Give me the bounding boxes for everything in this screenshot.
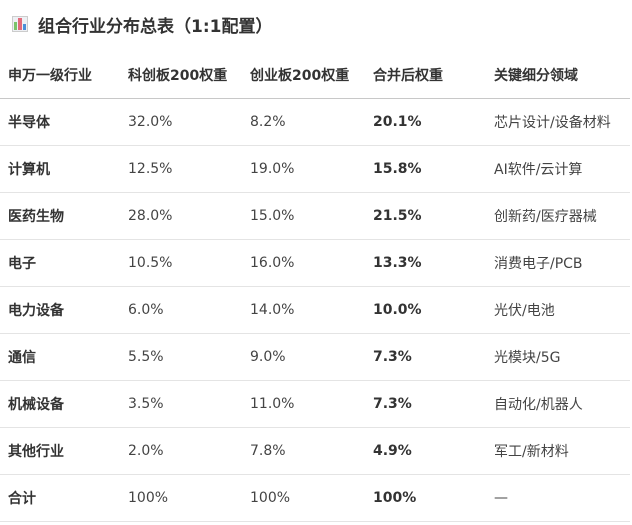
merged-weight-cell: 20.1%	[365, 98, 486, 146]
industry-cell: 半导体	[0, 98, 120, 146]
star200-weight-cell: 10.5%	[120, 239, 242, 287]
table-row: 医药生物 28.0% 15.0% 21.5% 创新药/医疗器械	[0, 192, 630, 240]
header-chinext200-weight: 创业板200权重	[242, 52, 365, 99]
star200-weight-cell: 100%	[120, 474, 242, 522]
header-merged-weight: 合并后权重	[365, 52, 486, 99]
table-row: 半导体 32.0% 8.2% 20.1% 芯片设计/设备材料	[0, 98, 630, 146]
merged-weight-cell: 7.3%	[365, 333, 486, 381]
merged-weight-cell: 15.8%	[365, 145, 486, 193]
key-segments-cell: 创新药/医疗器械	[486, 192, 630, 240]
industry-cell: 计算机	[0, 145, 120, 193]
star200-weight-cell: 5.5%	[120, 333, 242, 381]
key-segments-cell: 光伏/电池	[486, 286, 630, 334]
star200-weight-cell: 2.0%	[120, 427, 242, 475]
key-segments-cell: 消费电子/PCB	[486, 239, 630, 287]
star200-weight-cell: 28.0%	[120, 192, 242, 240]
star200-weight-cell: 32.0%	[120, 98, 242, 146]
table-row: 通信 5.5% 9.0% 7.3% 光模块/5G	[0, 333, 630, 381]
key-segments-cell: 自动化/机器人	[486, 380, 630, 428]
merged-weight-cell: 13.3%	[365, 239, 486, 287]
chinext200-weight-cell: 100%	[242, 474, 365, 522]
chinext200-weight-cell: 7.8%	[242, 427, 365, 475]
merged-weight-cell: 4.9%	[365, 427, 486, 475]
table-row: 电力设备 6.0% 14.0% 10.0% 光伏/电池	[0, 286, 630, 334]
key-segments-cell: 光模块/5G	[486, 333, 630, 381]
industry-cell: 合计	[0, 474, 120, 522]
merged-weight-cell: 7.3%	[365, 380, 486, 428]
chinext200-weight-cell: 9.0%	[242, 333, 365, 381]
key-segments-cell: 军工/新材料	[486, 427, 630, 475]
industry-cell: 医药生物	[0, 192, 120, 240]
page-title-row: 组合行业分布总表（1:1配置）	[12, 10, 272, 38]
star200-weight-cell: 12.5%	[120, 145, 242, 193]
chinext200-weight-cell: 16.0%	[242, 239, 365, 287]
merged-weight-cell: 21.5%	[365, 192, 486, 240]
merged-weight-cell: 10.0%	[365, 286, 486, 334]
chinext200-weight-cell: 19.0%	[242, 145, 365, 193]
chinext200-weight-cell: 14.0%	[242, 286, 365, 334]
industry-cell: 通信	[0, 333, 120, 381]
key-segments-cell: AI软件/云计算	[486, 145, 630, 193]
key-segments-cell: 芯片设计/设备材料	[486, 98, 630, 146]
table-header-row: 申万一级行业 科创板200权重 创业板200权重 合并后权重 关键细分领域	[0, 52, 630, 99]
page-title: 组合行业分布总表（1:1配置）	[38, 16, 273, 37]
total-row: 合计 100% 100% 100% —	[0, 474, 630, 522]
table-row: 机械设备 3.5% 11.0% 7.3% 自动化/机器人	[0, 380, 630, 428]
chinext200-weight-cell: 11.0%	[242, 380, 365, 428]
table-row: 电子 10.5% 16.0% 13.3% 消费电子/PCB	[0, 239, 630, 287]
star200-weight-cell: 6.0%	[120, 286, 242, 334]
table-row: 计算机 12.5% 19.0% 15.8% AI软件/云计算	[0, 145, 630, 193]
chinext200-weight-cell: 8.2%	[242, 98, 365, 146]
merged-weight-cell: 100%	[365, 474, 486, 522]
industry-distribution-table: 申万一级行业 科创板200权重 创业板200权重 合并后权重 关键细分领域 半导…	[0, 52, 630, 522]
industry-cell: 其他行业	[0, 427, 120, 475]
chinext200-weight-cell: 15.0%	[242, 192, 365, 240]
header-key-segments: 关键细分领域	[486, 52, 630, 99]
star200-weight-cell: 3.5%	[120, 380, 242, 428]
bar-chart-icon	[12, 16, 28, 32]
table-row: 其他行业 2.0% 7.8% 4.9% 军工/新材料	[0, 427, 630, 475]
header-star200-weight: 科创板200权重	[120, 52, 242, 99]
industry-cell: 电力设备	[0, 286, 120, 334]
industry-cell: 电子	[0, 239, 120, 287]
industry-cell: 机械设备	[0, 380, 120, 428]
header-industry: 申万一级行业	[0, 52, 120, 99]
key-segments-cell: —	[486, 474, 630, 522]
